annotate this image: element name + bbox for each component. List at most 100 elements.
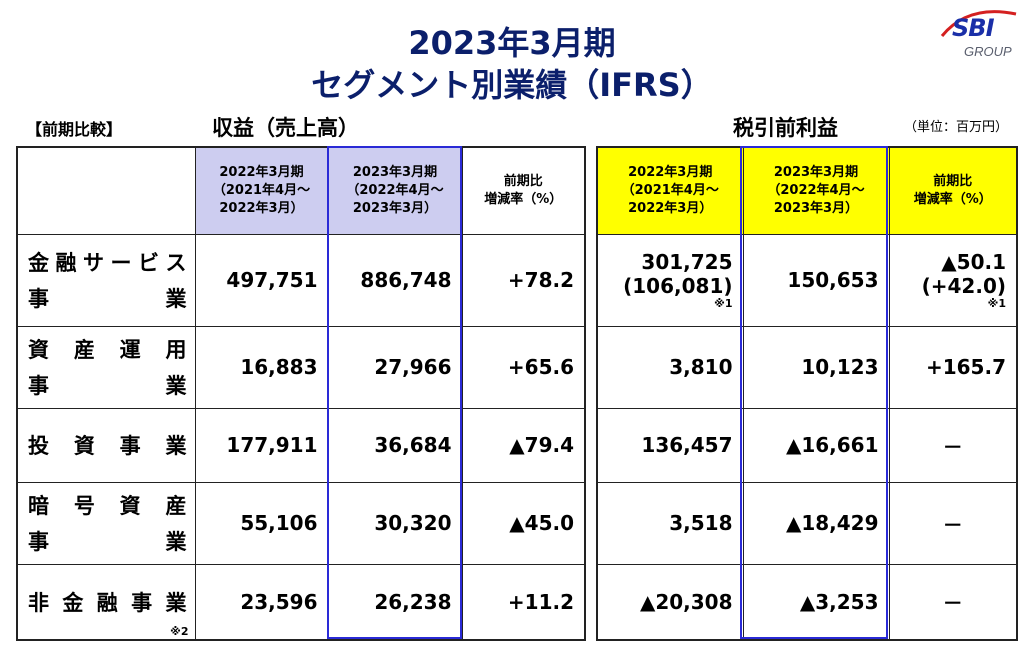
pretax-label: 税引前利益 <box>733 116 838 140</box>
pretax-change-main: +165.7 <box>925 355 1006 379</box>
segment-char: 産 <box>73 338 95 362</box>
pretax-change-value: － <box>888 407 1018 483</box>
segment-char: 金 <box>62 590 84 615</box>
segment-char: ス <box>165 251 187 275</box>
segment-name-line2: 事業 <box>28 283 187 313</box>
revenue-header-blank <box>16 146 196 235</box>
table-row: 資産運用事業 16,883 27,966 +65.6 <box>16 325 586 409</box>
segment-name: 非金融事業 ※2 <box>16 563 196 641</box>
revenue-fy2023-value: 886,748 <box>327 233 463 327</box>
pretax-change-value: － <box>888 563 1018 641</box>
pretax-header-row: 2022年3月期 （2021年4月～ 2022年3月） 2023年3月期 （2022年4… <box>596 146 1018 235</box>
segment-char: 業 <box>165 590 187 615</box>
segment-char: 資 <box>119 494 141 518</box>
pretax-change-main: － <box>942 434 963 459</box>
segment-name-line1: 非金融事業 <box>28 587 187 617</box>
pretax-fy2023-value: 10,123 <box>742 325 890 409</box>
pretax-fy2022-main: 301,725 <box>641 250 733 274</box>
segment-char: 融 <box>55 251 77 275</box>
segment-char: ビ <box>138 251 159 275</box>
revenue-change-value: +78.2 <box>461 233 586 327</box>
revenue-col-fy2023-line: 2023年3月期 <box>352 164 438 180</box>
pretax-fy2023-value: 150,653 <box>742 233 890 327</box>
pretax-col-fy2022-line: 2022年3月期 <box>628 164 713 180</box>
revenue-fy2023-value: 30,320 <box>327 481 463 565</box>
pretax-fy2022-value: 3,810 <box>596 325 744 409</box>
revenue-col-fy2022-line: 2022年3月） <box>219 200 304 216</box>
pretax-change-main: － <box>942 591 963 616</box>
comparison-label: 【前期比較】 <box>26 120 123 139</box>
segment-char: 非 <box>28 590 49 615</box>
revenue-col-fy2022-line: （2021年4月～ <box>212 182 311 198</box>
revenue-fy2022-value: 23,596 <box>194 563 329 641</box>
segment-char: 業 <box>165 434 187 458</box>
segment-char: 産 <box>165 494 187 518</box>
logo-text: SBI <box>952 14 995 42</box>
segment-name-line1: 暗号資産 <box>28 490 187 520</box>
pretax-change-value: ▲50.1 (+42.0) ※1 <box>888 233 1018 327</box>
segment-char: サ <box>83 251 104 275</box>
revenue-change-value: +11.2 <box>461 563 586 641</box>
revenue-fy2022-value: 16,883 <box>194 325 329 409</box>
pretax-fy2023-value: ▲16,661 <box>742 407 890 483</box>
revenue-table: 2022年3月期 （2021年4月～ 2022年3月） 2023年3月期 （2022年4… <box>16 146 586 641</box>
pretax-fy2022-footnote: ※1 <box>714 297 733 310</box>
segment-char: 投 <box>28 434 49 458</box>
revenue-label: 収益（売上高） <box>212 116 359 140</box>
segment-footnote: ※2 <box>170 625 189 638</box>
pretax-table: 2022年3月期 （2021年4月～ 2022年3月） 2023年3月期 （2022年4… <box>596 146 1018 641</box>
pretax-change-sub: (+42.0) <box>921 274 1006 298</box>
revenue-fy2023-value: 27,966 <box>327 325 463 409</box>
segment-name-line2: 事業 <box>28 526 187 556</box>
revenue-col-fy2023-line: （2022年4月～ <box>346 182 444 198</box>
table-row: 3,518 ▲18,429 － <box>596 481 1018 565</box>
pretax-col-fy2023-line: 2023年3月） <box>773 200 859 216</box>
revenue-fy2022-value: 177,911 <box>194 407 329 483</box>
pretax-fy2023-value: ▲18,429 <box>742 481 890 565</box>
pretax-fy2022-main: ▲20,308 <box>639 589 733 614</box>
segment-char: 用 <box>165 338 187 362</box>
pretax-col-fy2023: 2023年3月期 （2022年4月～ 2023年3月） <box>742 146 890 235</box>
pretax-col-change-line: 増減率（%） <box>913 191 992 207</box>
revenue-fy2023-value: 36,684 <box>327 407 463 483</box>
segment-char: 事 <box>28 374 49 398</box>
logo-swoosh-icon <box>940 10 1017 37</box>
segment-name: 金融サービス事業 <box>16 233 196 327</box>
segment-char: 資 <box>28 338 49 362</box>
table-row: 暗号資産事業 55,106 30,320 ▲45.0 <box>16 481 586 565</box>
pretax-change-footnote: ※1 <box>987 297 1006 310</box>
pretax-change-main: － <box>942 512 963 537</box>
segment-char: 運 <box>119 338 141 362</box>
pretax-change-value: +165.7 <box>888 325 1018 409</box>
segment-name: 投資事業 <box>16 407 196 483</box>
segment-char: 業 <box>165 287 187 311</box>
revenue-col-fy2023-line: 2023年3月） <box>352 200 438 216</box>
segment-name-line2: 事業 <box>28 370 187 400</box>
segment-name: 暗号資産事業 <box>16 481 196 565</box>
segment-char: 暗 <box>28 494 49 518</box>
revenue-change-value: ▲45.0 <box>461 481 586 565</box>
segment-char: ー <box>110 251 132 275</box>
table-row: 金融サービス事業 497,751 886,748 +78.2 <box>16 233 586 327</box>
revenue-col-fy2022-line: 2022年3月期 <box>219 164 304 180</box>
sbi-group-logo: SBI GROUP <box>938 8 1020 64</box>
segment-char: 融 <box>96 590 118 615</box>
pretax-col-change-line: 前期比 <box>933 173 973 189</box>
page-title: 2023年3月期 <box>408 24 616 62</box>
logo-subtext: GROUP <box>964 44 1012 59</box>
pretax-fy2022-value: ▲20,308 <box>596 563 744 641</box>
segment-name: 資産運用事業 <box>16 325 196 409</box>
pretax-col-fy2022-line: 2022年3月） <box>628 200 713 216</box>
revenue-change-value: +65.6 <box>461 325 586 409</box>
revenue-col-change-line: 前期比 <box>503 173 543 189</box>
unit-label: （単位：百万円） <box>904 120 1009 135</box>
segment-char: 事 <box>131 590 153 615</box>
pretax-fy2022-main: 3,518 <box>669 511 733 535</box>
pretax-fy2022-main: 3,810 <box>669 355 733 379</box>
segment-char: 事 <box>119 434 141 458</box>
segment-name-line1: 金融サービス <box>28 247 187 277</box>
segment-name-line1: 投資事業 <box>28 430 187 460</box>
pretax-col-fy2022-line: （2021年4月～ <box>621 182 719 198</box>
table-row: 301,725 (106,081) ※1 150,653 ▲50.1 (+42.0) ※1 <box>596 233 1018 327</box>
revenue-header-row: 2022年3月期 （2021年4月～ 2022年3月） 2023年3月期 （2022年4… <box>16 146 586 235</box>
